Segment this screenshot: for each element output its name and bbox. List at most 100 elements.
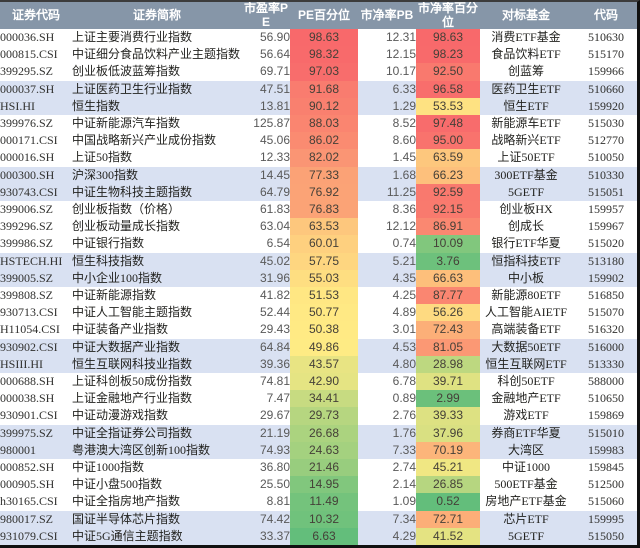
cell-pb: 1.29 <box>358 97 416 116</box>
cell-pb-pct: 92.50 <box>416 63 480 81</box>
table-row: 000171.CSI 中国战略新兴产业成份指数 45.06 86.02 8.60 95.0… <box>0 132 637 150</box>
cell-pb: 12.15 <box>358 46 416 64</box>
col-header-fund-code: 代码 <box>572 2 637 29</box>
cell-fund: 恒生互联网ETF <box>480 355 572 374</box>
cell-pb-pct: 87.77 <box>416 287 480 305</box>
table-row: 399808.SZ 中证新能源指数 41.82 51.53 4.25 87.77 新能源80… <box>0 287 637 305</box>
cell-fund-code: 516320 <box>572 321 637 339</box>
cell-pe: 74.42 <box>242 510 290 528</box>
cell-pe: 56.64 <box>242 46 290 64</box>
cell-fund: 恒指科技ETF <box>480 252 572 270</box>
cell-pe-pct: 34.41 <box>290 390 358 408</box>
cell-pb: 3.01 <box>358 321 416 339</box>
cell-pe-pct: 82.02 <box>290 149 358 167</box>
table-row: 000036.SH 上证主要消费行业指数 56.90 98.63 12.31 98.63 消… <box>0 29 637 47</box>
cell-fund-code: 159995 <box>572 510 637 528</box>
cell-pe: 41.82 <box>242 287 290 305</box>
cell-pe: 64.79 <box>242 183 290 202</box>
cell-fund: 医药卫生ETF <box>480 80 572 98</box>
cell-pb: 10.17 <box>358 63 416 81</box>
cell-code: 930743.CSI <box>0 183 72 202</box>
cell-code: 000815.CSI <box>0 46 72 64</box>
cell-pe-pct: 24.63 <box>290 441 358 460</box>
cell-name: 中证全指证券公司指数 <box>72 424 242 442</box>
cell-fund-code: 515010 <box>572 424 637 442</box>
cell-pb-pct: 63.59 <box>416 149 480 167</box>
cell-pe: 21.19 <box>242 424 290 442</box>
cell-fund: 上证50ETF <box>480 149 572 167</box>
cell-code: HSI.HI <box>0 97 72 116</box>
cell-code: 000688.SH <box>0 373 72 391</box>
cell-pb: 1.68 <box>358 166 416 184</box>
cell-fund: 消费ETF基金 <box>480 29 572 47</box>
table-row: 399986.SZ 中证银行指数 6.54 60.01 0.74 10.09 银行ETF华夏… <box>0 235 637 253</box>
cell-code: 000038.SH <box>0 390 72 408</box>
cell-pe: 33.37 <box>242 527 290 545</box>
cell-code: 399808.SZ <box>0 287 72 305</box>
cell-pb-pct: 66.63 <box>416 269 480 288</box>
cell-pb: 11.25 <box>358 183 416 202</box>
cell-pe-pct: 50.38 <box>290 321 358 339</box>
cell-pe-pct: 21.46 <box>290 459 358 477</box>
cell-name: 沪深300指数 <box>72 166 242 184</box>
cell-pe-pct: 43.57 <box>290 355 358 374</box>
cell-pb-pct: 98.23 <box>416 46 480 64</box>
cell-code: 000037.SH <box>0 80 72 98</box>
cell-pb: 7.33 <box>358 441 416 460</box>
cell-fund: 大湾区 <box>480 441 572 460</box>
cell-pe-pct: 63.53 <box>290 218 358 236</box>
cell-fund: 大数据50ETF <box>480 338 572 356</box>
cell-pb: 2.14 <box>358 476 416 494</box>
cell-pe-pct: 49.86 <box>290 338 358 356</box>
cell-name: 中证小盘500指数 <box>72 476 242 494</box>
cell-pb-pct: 37.96 <box>416 424 480 442</box>
cell-pe: 6.54 <box>242 235 290 253</box>
cell-pe-pct: 11.49 <box>290 493 358 511</box>
table-row: 000852.SH 中证1000指数 36.80 21.46 2.74 45.21 中证10… <box>0 459 637 477</box>
col-header-fund: 对标基金 <box>480 2 572 29</box>
cell-code: 930713.CSI <box>0 304 72 322</box>
cell-code: 980001 <box>0 441 72 460</box>
cell-pb: 1.45 <box>358 149 416 167</box>
col-header-pe-percentile: PE百分位 <box>290 2 358 29</box>
cell-pe: 14.45 <box>242 166 290 184</box>
cell-code: 000171.CSI <box>0 132 72 150</box>
cell-fund: 金融地产ETF <box>480 390 572 408</box>
cell-pe-pct: 76.92 <box>290 183 358 202</box>
table-row: 399295.SZ 创业板低波蓝筹指数 69.71 97.03 10.17 92.50 创蓝… <box>0 63 637 81</box>
cell-code: 399296.SZ <box>0 218 72 236</box>
cell-pe-pct: 10.32 <box>290 510 358 528</box>
cell-name: 中证5G通信主题指数 <box>72 527 242 545</box>
cell-name: 中证全指房地产指数 <box>72 493 242 511</box>
cell-pe-pct: 86.02 <box>290 132 358 150</box>
table-row: 980001 粤港澳大湾区创新100指数 74.93 24.63 7.33 70.19 大湾… <box>0 441 637 460</box>
table-row: 980017.SZ 国证半导体芯片指数 74.42 10.32 7.34 72.71 芯片E… <box>0 510 637 528</box>
cell-pe-pct: 50.77 <box>290 304 358 322</box>
cell-fund: 战略新兴ETF <box>480 132 572 150</box>
table-row: 399975.SZ 中证全指证券公司指数 21.19 26.68 1.76 37.96 券商… <box>0 424 637 442</box>
cell-pe: 13.81 <box>242 97 290 116</box>
cell-fund: 5GETF <box>480 183 572 202</box>
table-row: 399976.SZ 中证新能源汽车指数 125.87 88.03 8.52 97.48 新能… <box>0 115 637 133</box>
cell-pb: 6.33 <box>358 80 416 98</box>
cell-pb: 4.29 <box>358 527 416 545</box>
cell-fund: 券商ETF华夏 <box>480 424 572 442</box>
table-row: 930902.CSI 中证大数据产业指数 64.84 49.86 4.53 81.05 大数… <box>0 338 637 356</box>
cell-fund-code: 516850 <box>572 287 637 305</box>
cell-name: 上证50指数 <box>72 149 242 167</box>
cell-code: 000300.SH <box>0 166 72 184</box>
cell-name: 中证新能源指数 <box>72 287 242 305</box>
cell-name: 上证科创板50成份指数 <box>72 373 242 391</box>
cell-fund: 5GETF <box>480 527 572 545</box>
cell-name: 中证生物科技主题指数 <box>72 183 242 202</box>
cell-pb: 4.35 <box>358 269 416 288</box>
cell-pb-pct: 39.71 <box>416 373 480 391</box>
table-row: HSIII.HI 恒生互联网科技业指数 39.36 43.57 4.80 28.98 恒生互… <box>0 355 637 374</box>
cell-fund: 食品饮料ETF <box>480 46 572 64</box>
cell-fund-code: 159845 <box>572 459 637 477</box>
cell-name: 中证装备产业指数 <box>72 321 242 339</box>
cell-name: 中证新能源汽车指数 <box>72 115 242 133</box>
table-row: 399005.SZ 中小企业100指数 31.96 55.03 4.35 66.63 中小板… <box>0 269 637 288</box>
